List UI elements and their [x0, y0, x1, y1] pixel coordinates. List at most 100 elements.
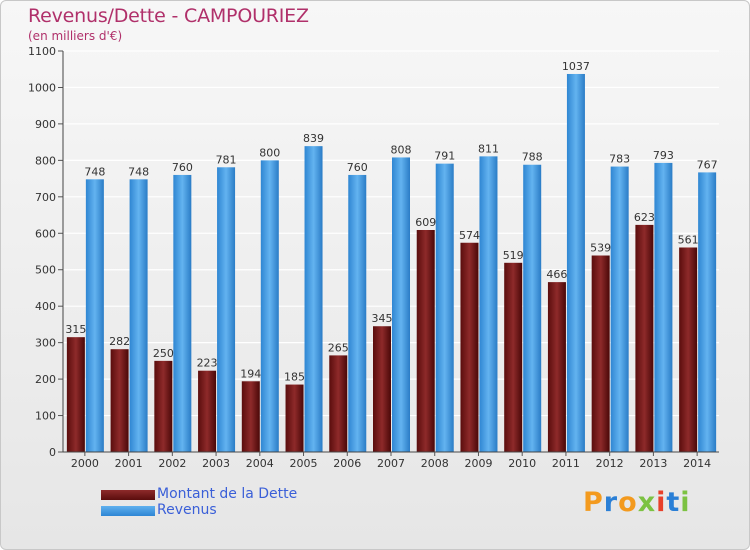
- bar-dette-2007: [373, 326, 391, 452]
- chart-title: Revenus/Dette - CAMPOURIEZ: [28, 5, 309, 27]
- data-label-revenus-2004: 800: [259, 146, 280, 159]
- y-tick-label: 600: [35, 227, 56, 240]
- data-label-revenus-2014: 767: [697, 158, 718, 171]
- data-label-dette-2003: 223: [197, 357, 218, 370]
- data-label-revenus-2001: 748: [128, 165, 149, 178]
- x-tick-label: 2001: [115, 457, 143, 470]
- x-tick-label: 2008: [421, 457, 449, 470]
- y-tick-label: 900: [35, 118, 56, 131]
- legend-swatch-dette: [101, 490, 155, 500]
- data-label-dette-2000: 315: [65, 323, 86, 336]
- y-tick-label: 400: [35, 300, 56, 313]
- logo-letter: t: [666, 487, 681, 518]
- data-label-dette-2002: 250: [153, 347, 174, 360]
- data-label-dette-2007: 345: [372, 312, 393, 325]
- data-label-dette-2013: 623: [634, 211, 655, 224]
- data-label-revenus-2011: 1037: [562, 60, 590, 73]
- legend-swatch-revenus: [101, 506, 155, 516]
- x-tick-label: 2014: [683, 457, 711, 470]
- data-label-revenus-2002: 760: [172, 161, 193, 174]
- data-label-dette-2006: 265: [328, 341, 349, 354]
- data-label-revenus-2013: 793: [653, 149, 674, 162]
- y-tick-label: 200: [35, 373, 56, 386]
- data-label-dette-2004: 194: [240, 367, 261, 380]
- data-label-dette-2011: 466: [546, 268, 567, 281]
- bar-dette-2012: [591, 255, 610, 452]
- bar-revenus-2012: [610, 166, 629, 452]
- logo-letter: x: [637, 487, 657, 518]
- logo-letter: i: [680, 487, 691, 518]
- x-tick-label: 2013: [639, 457, 667, 470]
- x-tick-label: 2006: [333, 457, 361, 470]
- bar-revenus-2008: [435, 163, 454, 453]
- data-label-revenus-2007: 808: [391, 143, 412, 156]
- data-label-revenus-2010: 788: [522, 151, 543, 164]
- data-label-revenus-2008: 791: [434, 150, 455, 163]
- x-tick-label: 2011: [552, 457, 580, 470]
- data-label-revenus-2009: 811: [478, 142, 499, 155]
- bar-dette-2011: [547, 282, 566, 452]
- y-tick-label: 0: [49, 446, 56, 459]
- bar-revenus-2006: [348, 174, 367, 453]
- chart-subtitle: (en milliers d'€): [28, 29, 123, 43]
- y-tick-label: 100: [35, 410, 56, 423]
- y-tick-label: 700: [35, 191, 56, 204]
- logo-letter: o: [618, 487, 638, 518]
- data-label-revenus-2012: 783: [609, 153, 630, 166]
- bar-dette-2008: [416, 229, 435, 452]
- bar-revenus-2004: [260, 160, 279, 452]
- bar-dette-2013: [635, 224, 654, 452]
- bar-revenus-2009: [479, 156, 498, 452]
- y-tick-label: 800: [35, 154, 56, 167]
- bar-dette-2010: [504, 262, 523, 452]
- bar-revenus-2013: [654, 162, 673, 452]
- data-label-dette-2001: 282: [109, 335, 130, 348]
- x-tick-label: 2010: [508, 457, 536, 470]
- bar-dette-2006: [329, 355, 348, 452]
- data-label-dette-2012: 539: [590, 242, 611, 255]
- data-label-dette-2008: 609: [415, 216, 436, 229]
- bar-revenus-2011: [566, 73, 585, 452]
- y-tick-label: 1000: [28, 81, 56, 94]
- legend-label-revenus: Revenus: [157, 502, 217, 518]
- data-label-revenus-2000: 748: [84, 165, 105, 178]
- legend-label-dette: Montant de la Dette: [157, 486, 298, 502]
- x-tick-label: 2004: [246, 457, 274, 470]
- bar-dette-2009: [460, 242, 479, 452]
- y-tick-label: 500: [35, 264, 56, 277]
- bar-revenus-2001: [129, 179, 148, 452]
- proxiti-logo: Proxiti: [583, 487, 691, 518]
- data-label-revenus-2003: 781: [216, 153, 237, 166]
- bar-dette-2005: [285, 384, 304, 452]
- logo-letter: P: [583, 487, 604, 518]
- bar-dette-2014: [679, 247, 698, 452]
- x-tick-label: 2002: [158, 457, 186, 470]
- data-label-revenus-2005: 839: [303, 132, 324, 145]
- x-tick-label: 2005: [290, 457, 318, 470]
- x-tick-label: 2007: [377, 457, 405, 470]
- bar-revenus-2003: [217, 167, 236, 453]
- bar-dette-2000: [66, 337, 85, 452]
- logo-letter: r: [603, 487, 619, 518]
- y-tick-label: 1100: [28, 45, 56, 58]
- x-tick-label: 2000: [71, 457, 99, 470]
- data-label-dette-2010: 519: [503, 249, 524, 262]
- bar-revenus-2007: [392, 157, 410, 452]
- bar-revenus-2014: [698, 172, 717, 453]
- bar-revenus-2005: [304, 146, 323, 452]
- bar-dette-2004: [241, 381, 260, 452]
- bar-dette-2001: [110, 349, 129, 452]
- data-label-dette-2005: 185: [284, 371, 305, 384]
- x-tick-label: 2009: [464, 457, 492, 470]
- data-label-revenus-2006: 760: [347, 161, 368, 174]
- bar-revenus-2002: [173, 174, 192, 453]
- x-tick-label: 2003: [202, 457, 230, 470]
- bar-revenus-2010: [523, 164, 542, 453]
- bar-revenus-2000: [85, 179, 104, 452]
- bar-dette-2003: [198, 370, 217, 452]
- y-tick-label: 300: [35, 337, 56, 350]
- bar-dette-2002: [154, 360, 173, 452]
- logo-letter: i: [656, 487, 667, 518]
